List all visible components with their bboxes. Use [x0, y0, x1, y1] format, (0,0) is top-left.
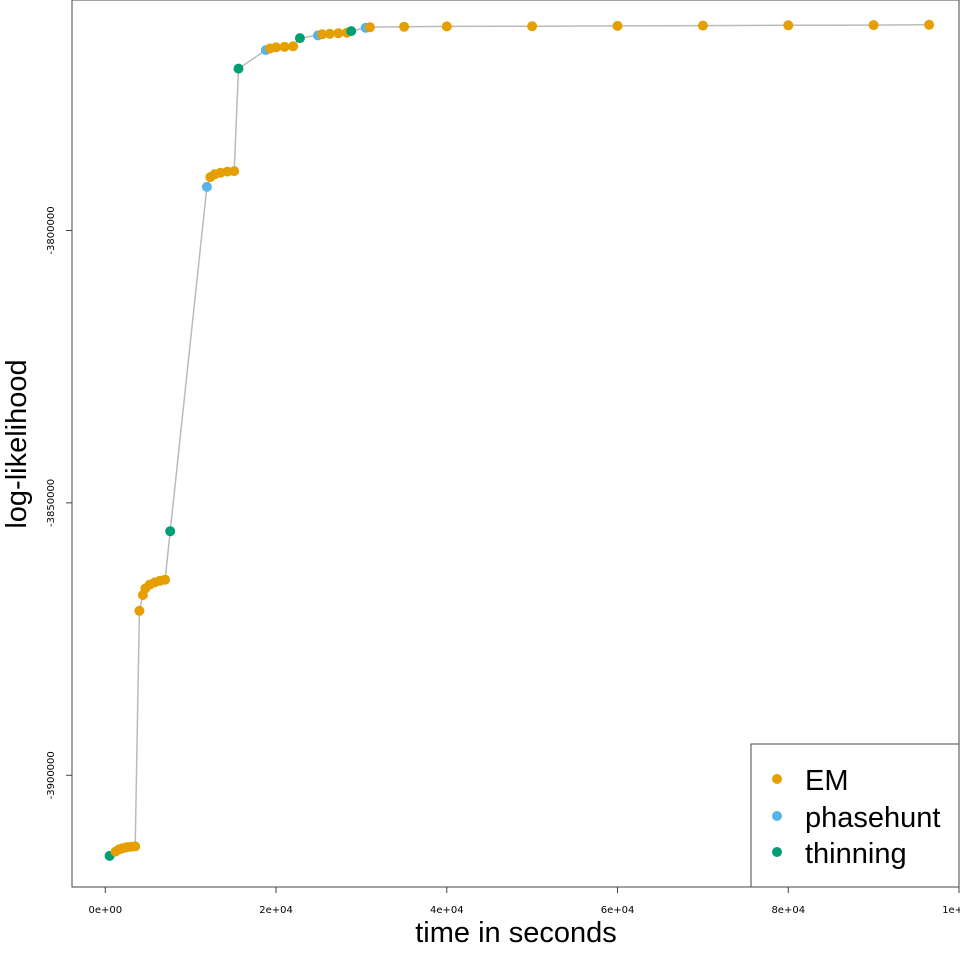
y-axis-title: log-likelihood: [1, 359, 33, 528]
point-em-39: [612, 20, 623, 31]
data-points: [104, 19, 935, 861]
x-tick-label: 4e+04: [430, 905, 464, 916]
point-em-13: [160, 574, 171, 585]
point-em-20: [229, 166, 240, 177]
legend-marker-thinning: [772, 847, 782, 857]
point-em-43: [924, 19, 935, 30]
point-em-26: [288, 41, 299, 52]
x-tick-label: 6e+04: [601, 905, 635, 916]
point-em-41: [783, 20, 794, 31]
point-em-6: [130, 841, 141, 852]
legend-label-thinning: thinning: [805, 838, 907, 870]
point-em-25: [279, 41, 290, 52]
legend: EM phasehunt thinning: [750, 743, 960, 888]
x-tick-label: 2e+04: [259, 905, 293, 916]
point-em-38: [527, 21, 538, 32]
legend-box: [750, 743, 960, 888]
point-em-42: [868, 20, 879, 31]
x-tick-label: 8e+04: [771, 905, 805, 916]
legend-marker-phasehunt: [772, 811, 782, 821]
point-em-7: [134, 605, 145, 616]
point-thinning-21: [233, 63, 244, 74]
y-axis: -3800000 -3850000 -3900000: [46, 206, 73, 799]
point-em-36: [399, 21, 410, 32]
x-tick-label: 1e+05: [942, 905, 960, 916]
legend-label-em: EM: [805, 765, 849, 797]
point-thinning-14: [165, 526, 176, 537]
legend-marker-em: [772, 774, 782, 784]
legend-label-phasehunt: phasehunt: [805, 802, 940, 834]
point-em-40: [697, 20, 708, 31]
point-em-37: [441, 21, 452, 32]
y-tick-label: -3800000: [46, 206, 57, 254]
point-phasehunt-15: [201, 181, 212, 192]
point-thinning-33: [346, 26, 357, 37]
point-em-29: [317, 29, 328, 40]
x-axis-title: time in seconds: [415, 917, 617, 949]
y-tick-label: -3900000: [46, 751, 57, 799]
x-tick-label: 0e+00: [88, 905, 122, 916]
point-em-31: [333, 28, 344, 39]
point-thinning-27: [294, 33, 305, 44]
point-em-24: [271, 42, 281, 53]
point-em-35: [364, 22, 375, 33]
y-tick-label: -3850000: [46, 479, 57, 527]
point-em-30: [324, 28, 335, 39]
